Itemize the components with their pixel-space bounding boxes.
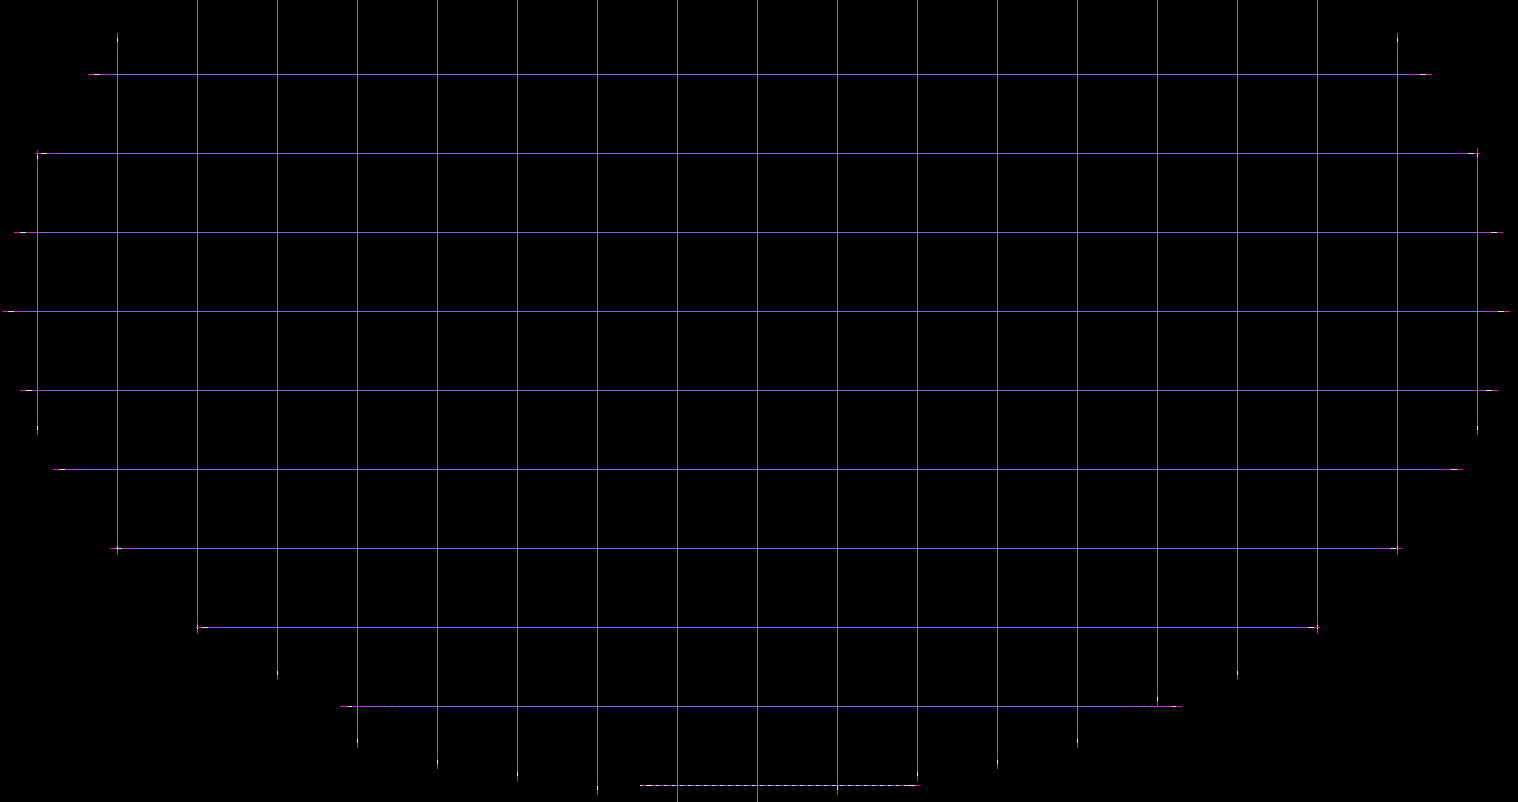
horizontal-line-endpoints-group [2,74,1510,786]
vertical-line-endpoints-group [37,33,1478,795]
vertical-gridlines-group [37,0,1478,802]
